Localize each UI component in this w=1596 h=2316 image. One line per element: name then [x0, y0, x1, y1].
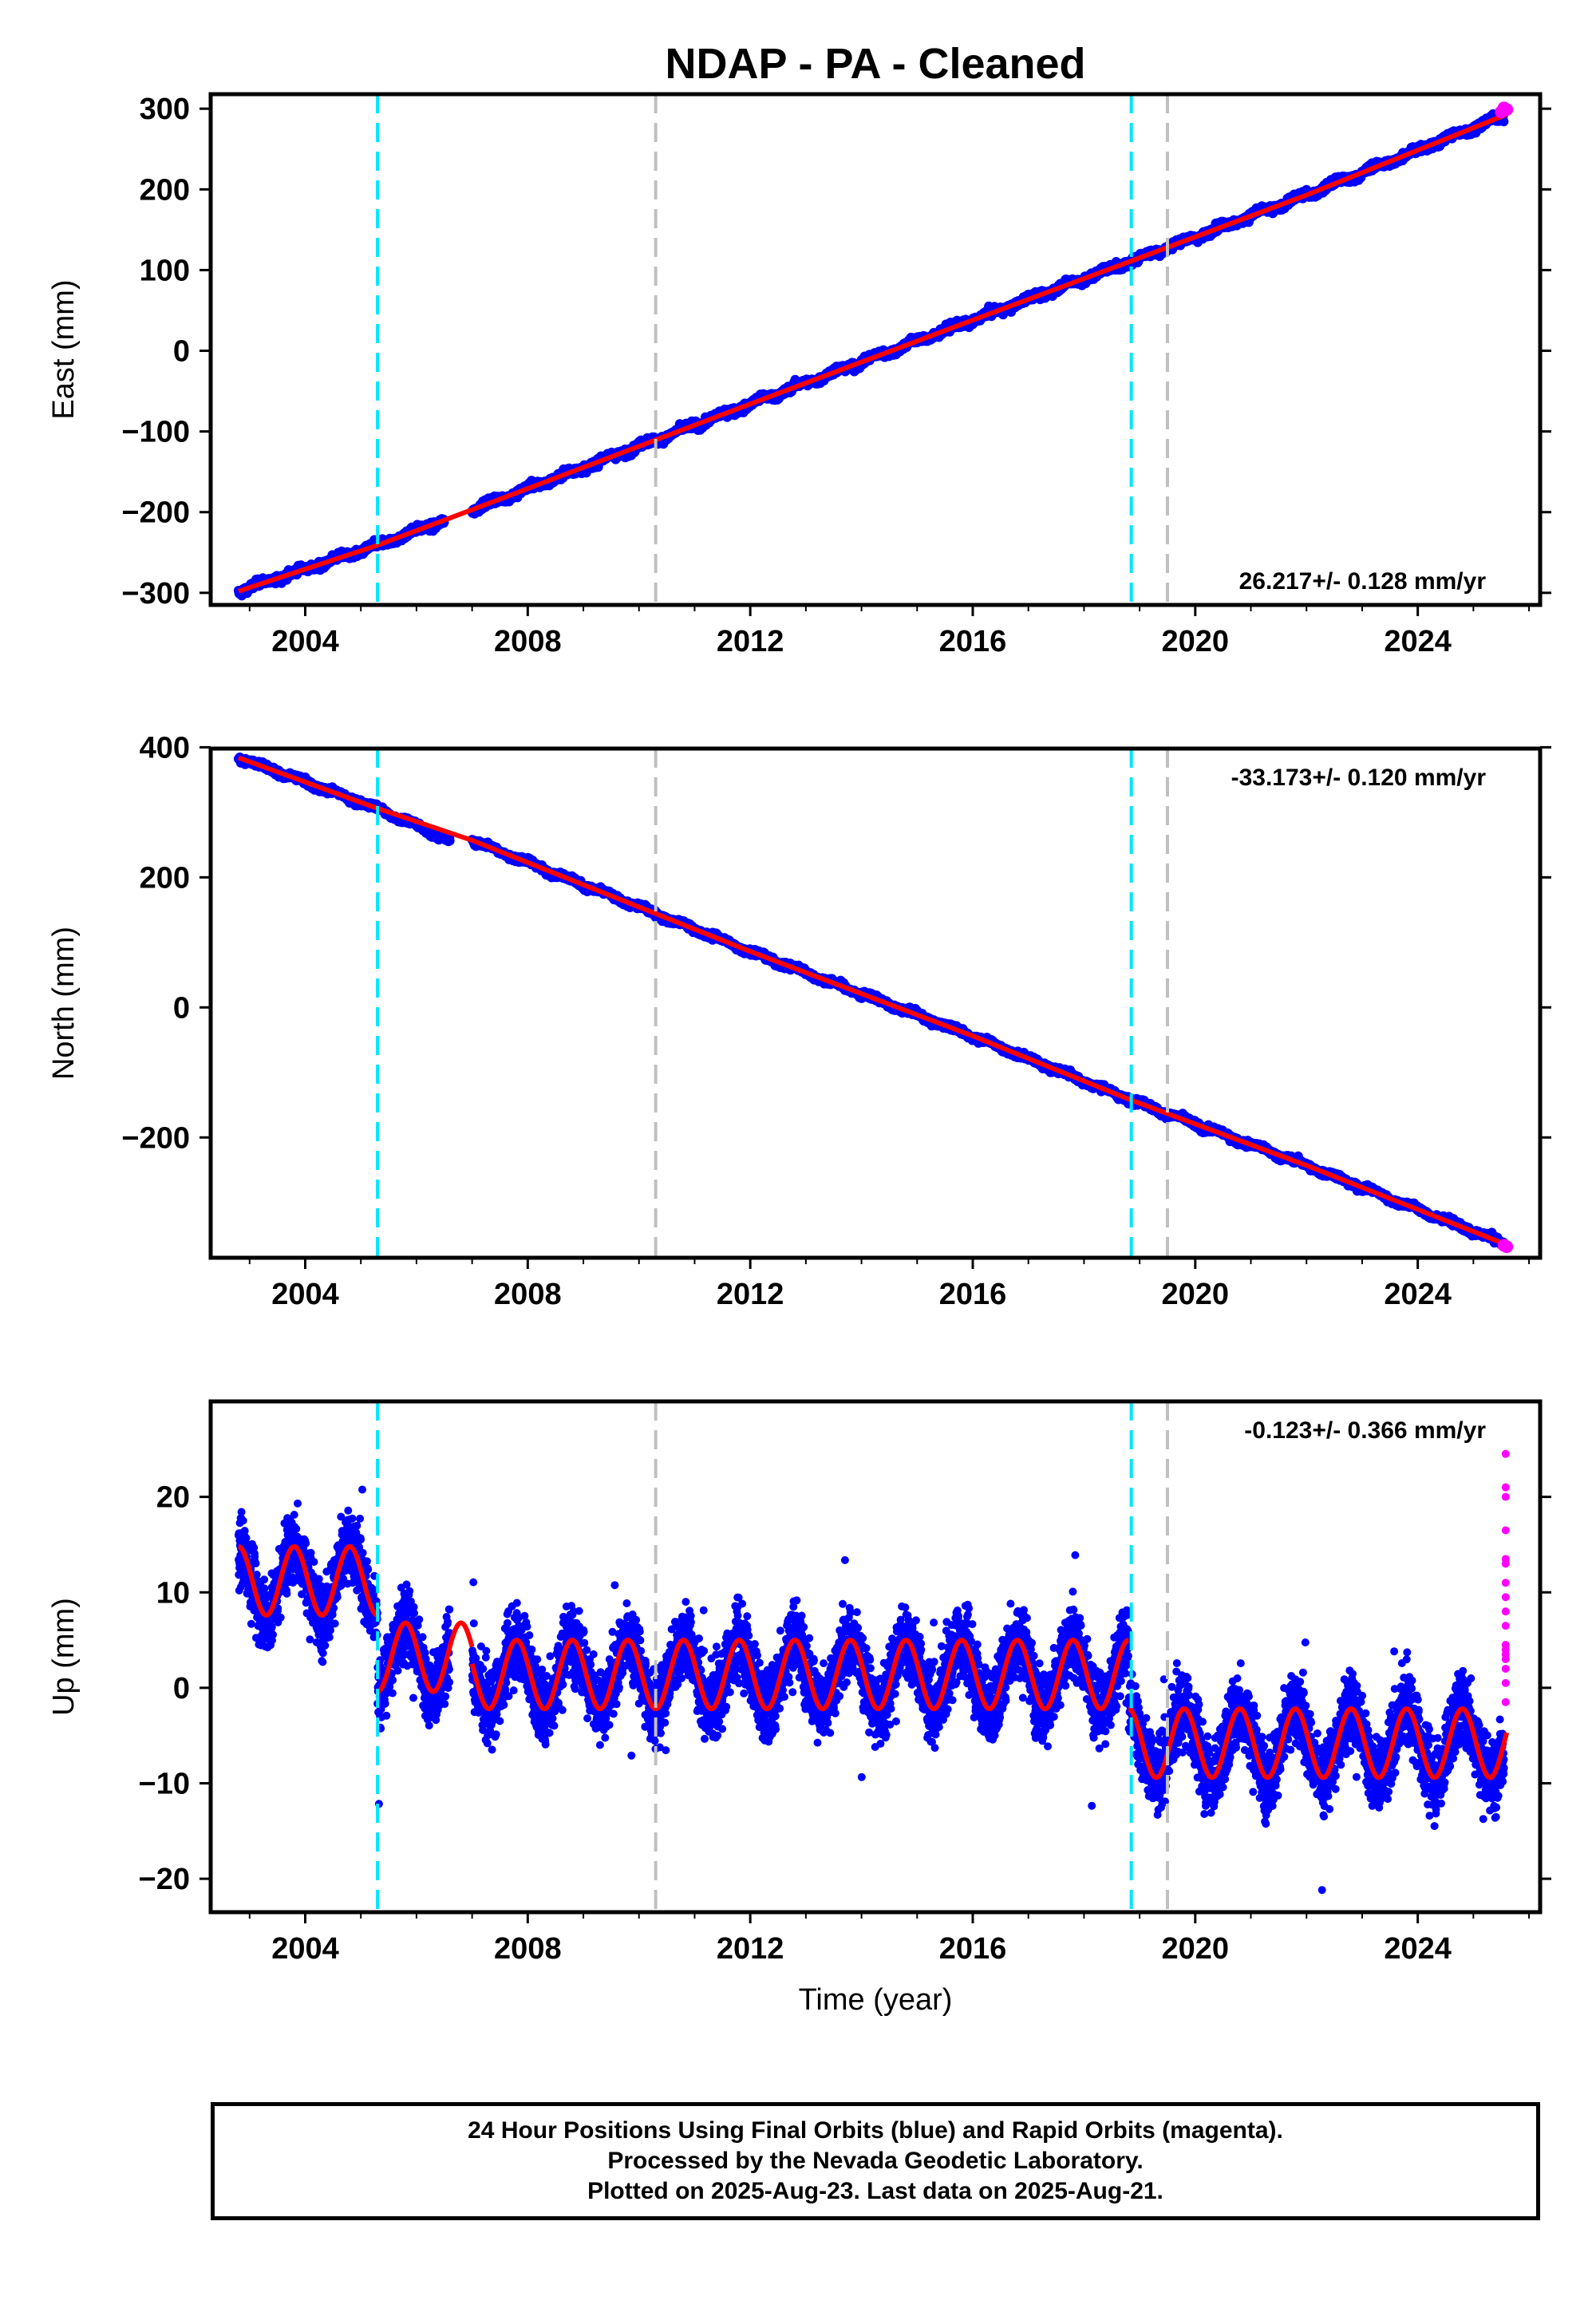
- east-event-lines: [376, 94, 1169, 605]
- rapid-orbit-point: [1501, 1622, 1510, 1630]
- north-panel: 2004 2008 2012 2016 2020 2024 −200 0 200 400 Nort…: [47, 731, 1551, 1311]
- x-tick-label: 2012: [717, 1932, 784, 1966]
- x-tick-label: 2012: [717, 1278, 784, 1311]
- y-tick-label: −300: [121, 577, 190, 611]
- rapid-orbit-point: [1501, 1483, 1510, 1492]
- y-tick-label: 400: [140, 731, 190, 765]
- north-plot-frame: [208, 746, 1543, 1260]
- final-orbit-points: [234, 1485, 1508, 1895]
- north-data-points: [233, 752, 1509, 1251]
- x-tick-label: 2004: [271, 1932, 339, 1966]
- rapid-orbit-point: [1501, 1593, 1510, 1602]
- x-tick-label: 2020: [1162, 625, 1230, 658]
- rapid-orbit-point: [1501, 1678, 1510, 1687]
- rapid-orbit-point: [1500, 103, 1514, 117]
- y-tick-label: 300: [140, 93, 190, 126]
- x-tick-label: 2004: [271, 1278, 339, 1311]
- y-tick-label: 0: [173, 991, 190, 1025]
- up-model-line: [238, 1449, 1510, 1780]
- north-axis-ticks: 2004 2008 2012 2016 2020 2024 −200 0 200 400: [121, 731, 1551, 1311]
- x-tick-label: 2008: [494, 625, 562, 658]
- x-tick-label: 2024: [1384, 1932, 1452, 1966]
- up-y-axis-label: Up (mm): [47, 1598, 81, 1716]
- y-tick-label: 10: [156, 1576, 190, 1610]
- y-tick-label: 100: [140, 254, 190, 287]
- east-model-line: [237, 101, 1514, 594]
- up-plot-frame: [208, 1399, 1543, 1915]
- rapid-orbit-point: [1501, 1607, 1510, 1616]
- y-tick-label: −100: [121, 416, 190, 449]
- x-tick-label: 2024: [1384, 625, 1452, 658]
- y-tick-label: 20: [156, 1481, 190, 1515]
- east-panel: 2004 2008 2012 2016 2020 2024 −300 −200 −100 0 100…: [47, 92, 1551, 658]
- info-line-orbits: 24 Hour Positions Using Final Orbits (bl…: [468, 2117, 1283, 2144]
- info-line-dates: Plotted on 2025-Aug-23. Last data on 202…: [587, 2178, 1163, 2204]
- y-tick-label: −200: [121, 1121, 190, 1155]
- y-tick-label: 0: [173, 1672, 190, 1705]
- east-plot-frame: [208, 92, 1543, 607]
- x-tick-label: 2020: [1162, 1278, 1230, 1311]
- y-tick-label: −20: [139, 1863, 190, 1896]
- chart-title: NDAP - PA - Cleaned: [665, 40, 1085, 88]
- time-axis-label: Time (year): [799, 1983, 953, 2017]
- y-tick-label: −200: [121, 496, 190, 530]
- rapid-orbit-point: [1501, 1654, 1510, 1663]
- y-tick-label: −10: [139, 1768, 190, 1801]
- y-tick-label: 0: [173, 335, 190, 369]
- final-orbit-points: [233, 752, 1509, 1251]
- east-rate-label: 26.217+/- 0.128 mm/yr: [1239, 568, 1487, 595]
- rapid-orbit-point: [1500, 1240, 1514, 1254]
- north-event-lines: [376, 749, 1169, 1258]
- model-fit-line: [237, 755, 1508, 1247]
- up-data-points: [234, 1485, 1508, 1895]
- model-fit-line: [237, 112, 1508, 594]
- y-tick-label: 200: [140, 861, 190, 895]
- x-tick-label: 2008: [494, 1278, 562, 1311]
- info-line-processor: Processed by the Nevada Geodetic Laborat…: [607, 2148, 1144, 2174]
- rapid-orbit-point: [1501, 1492, 1510, 1501]
- x-tick-label: 2020: [1162, 1932, 1230, 1966]
- north-rate-label: -33.173+/- 0.120 mm/yr: [1231, 765, 1487, 791]
- north-y-axis-label: North (mm): [47, 927, 81, 1080]
- x-tick-label: 2012: [717, 625, 784, 658]
- up-rate-label: -0.123+/- 0.366 mm/yr: [1244, 1417, 1486, 1444]
- rapid-orbit-point: [1501, 1579, 1510, 1587]
- rapid-orbit-point: [1501, 1526, 1510, 1535]
- east-axis-ticks: 2004 2008 2012 2016 2020 2024 −300 −200 −100 0 100…: [121, 93, 1551, 658]
- rapid-orbit-point: [1501, 1449, 1510, 1458]
- north-model-line: [237, 755, 1514, 1254]
- rapid-orbit-point: [1501, 1559, 1510, 1568]
- x-tick-label: 2016: [939, 1932, 1007, 1966]
- rapid-orbit-point: [1501, 1664, 1510, 1673]
- x-tick-label: 2004: [271, 625, 339, 658]
- up-axis-ticks: 2004 2008 2012 2016 2020 2024 −20 −10 0 10 20: [139, 1481, 1551, 1966]
- rapid-orbit-point: [1501, 1697, 1510, 1706]
- info-box: 24 Hour Positions Using Final Orbits (bl…: [211, 2102, 1540, 2220]
- y-tick-label: 200: [140, 173, 190, 207]
- x-tick-label: 2008: [494, 1932, 562, 1966]
- up-panel: 2004 2008 2012 2016 2020 2024 −20 −10 0 10 20 Up (…: [47, 1399, 1551, 2017]
- model-fit-line: [238, 1543, 1510, 1780]
- x-tick-label: 2016: [939, 625, 1007, 658]
- x-tick-label: 2024: [1384, 1278, 1452, 1311]
- x-tick-label: 2016: [939, 1278, 1007, 1311]
- east-y-axis-label: East (mm): [47, 279, 81, 419]
- up-event-lines: [376, 1401, 1169, 1912]
